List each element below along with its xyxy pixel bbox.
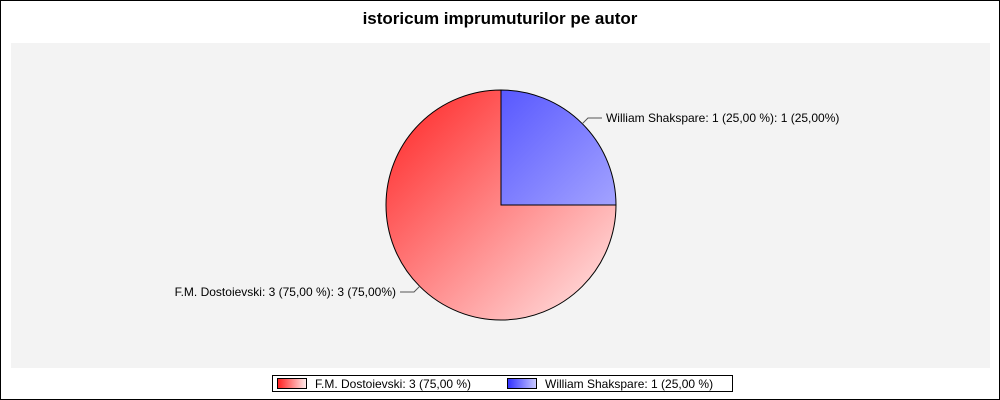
leader-line-f-m-dostoievski — [400, 285, 421, 293]
legend: F.M. Dostoievski: 3 (75,00 %) William Sh… — [272, 375, 733, 392]
leader-line-william-shakspare — [581, 117, 602, 125]
pie-slice-f-m-dostoievski — [385, 89, 617, 321]
chart-title: istoricum imprumuturilor pe autor — [362, 9, 638, 28]
data-label-f-m-dostoievski: F.M. Dostoievski: 3 (75,00 %): 3 (75,00%… — [175, 285, 396, 299]
data-label-william-shakspare: William Shakspare: 1 (25,00 %): 1 (25,00… — [606, 111, 839, 125]
legend-swatch-dostoievski — [277, 378, 307, 389]
legend-label-dostoievski: F.M. Dostoievski: 3 (75,00 %) — [315, 377, 472, 391]
plot-area: William Shakspare: 1 (25,00 %): 1 (25,00… — [11, 43, 990, 368]
legend-label-shakspare: William Shakspare: 1 (25,00 %) — [545, 377, 714, 391]
pie-slice-william-shakspare — [500, 89, 617, 206]
legend-swatch-shakspare — [507, 378, 537, 389]
pie-chart: William Shakspare: 1 (25,00 %): 1 (25,00… — [175, 89, 839, 321]
